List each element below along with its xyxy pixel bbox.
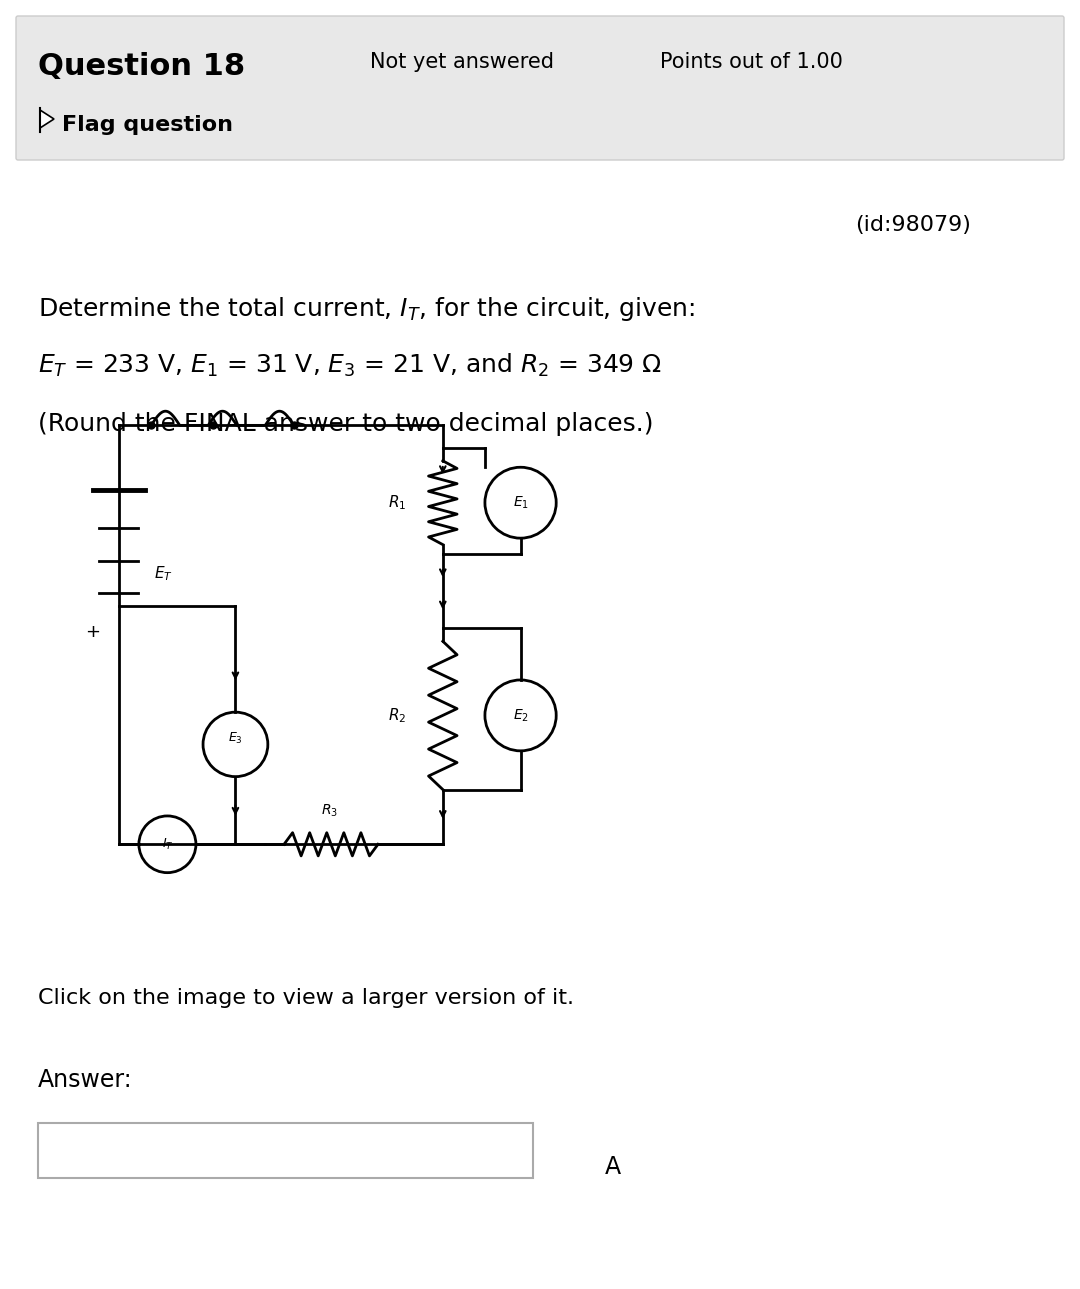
Text: +: + xyxy=(85,623,100,641)
Text: (id:98079): (id:98079) xyxy=(855,215,971,235)
Text: Answer:: Answer: xyxy=(38,1069,133,1092)
Text: $R_2$: $R_2$ xyxy=(389,706,406,724)
Text: $E_1$: $E_1$ xyxy=(513,495,528,510)
Polygon shape xyxy=(40,110,54,128)
Text: A: A xyxy=(605,1155,621,1179)
Text: $E_3$: $E_3$ xyxy=(228,731,243,745)
Text: $E_T$ = 233 V, $E_1$ = 31 V, $E_3$ = 21 V, and $R_2$ = 349 Ω: $E_T$ = 233 V, $E_1$ = 31 V, $E_3$ = 21 … xyxy=(38,352,662,379)
Text: (Round the FINAL answer to two decimal places.): (Round the FINAL answer to two decimal p… xyxy=(38,412,653,436)
Text: Click on the image to view a larger version of it.: Click on the image to view a larger vers… xyxy=(38,987,573,1008)
Text: $R_3$: $R_3$ xyxy=(321,803,338,819)
Text: $R_1$: $R_1$ xyxy=(389,494,406,512)
Text: Determine the total current, $I_T$, for the circuit, given:: Determine the total current, $I_T$, for … xyxy=(38,295,696,324)
Text: Question 18: Question 18 xyxy=(38,52,245,81)
Text: Flag question: Flag question xyxy=(62,115,233,135)
Text: Not yet answered: Not yet answered xyxy=(370,52,554,72)
Text: $E_2$: $E_2$ xyxy=(513,708,528,723)
FancyBboxPatch shape xyxy=(16,15,1064,160)
Text: Points out of 1.00: Points out of 1.00 xyxy=(660,52,842,72)
FancyBboxPatch shape xyxy=(38,1123,534,1178)
Text: $I_T$: $I_T$ xyxy=(162,837,173,852)
Text: $E_T$: $E_T$ xyxy=(154,565,173,583)
